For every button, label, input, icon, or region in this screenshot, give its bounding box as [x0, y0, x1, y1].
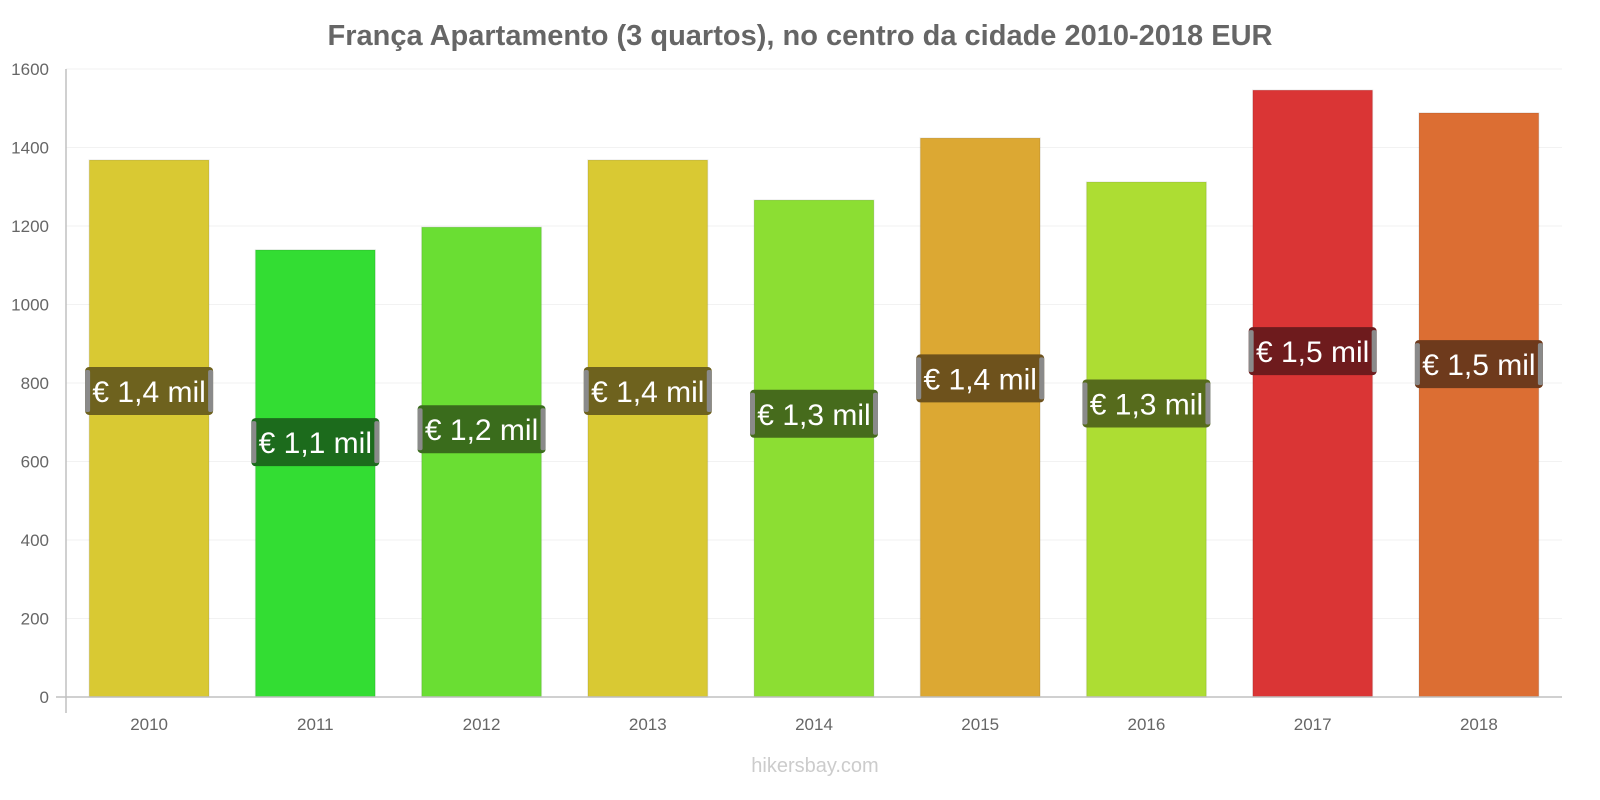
data-label-edge — [85, 369, 91, 412]
x-tick-label: 2013 — [629, 715, 667, 734]
data-label: € 1,2 mil — [425, 414, 538, 447]
data-label: € 1,3 mil — [1090, 388, 1203, 421]
chart-title: França Apartamento (3 quartos), no centr… — [328, 20, 1273, 52]
data-label: € 1,3 mil — [757, 399, 870, 432]
x-tick-label: 2018 — [1460, 715, 1498, 734]
data-label-edge — [1414, 343, 1420, 386]
data-label-edge — [1082, 382, 1088, 425]
data-label-edge — [583, 369, 589, 412]
x-tick-label: 2017 — [1294, 715, 1332, 734]
data-label-edge — [208, 369, 214, 412]
data-label-bg — [1414, 340, 1543, 389]
y-tick-label: 1200 — [11, 217, 49, 236]
y-tick-label: 1600 — [11, 60, 49, 79]
data-label-edge — [873, 392, 878, 435]
y-tick-label: 0 — [40, 688, 49, 707]
data-label-edge — [540, 408, 546, 451]
data-label-bg — [750, 389, 878, 438]
bar-2017 — [1252, 89, 1374, 698]
data-label-bg — [417, 405, 546, 454]
y-tick-label: 1000 — [11, 296, 49, 315]
x-tick-label: 2014 — [795, 715, 833, 734]
bars — [88, 89, 1540, 698]
bar-2011 — [254, 249, 376, 698]
data-label: € 1,4 mil — [92, 376, 205, 409]
watermark: hikersbay.com — [751, 755, 878, 777]
data-label: € 1,4 mil — [591, 376, 704, 409]
data-label-edge — [417, 408, 423, 451]
data-label: € 1,1 mil — [259, 427, 372, 460]
y-tick-label: 800 — [21, 374, 49, 393]
x-tick-label: 2010 — [130, 715, 168, 734]
data-label-edge — [251, 421, 257, 464]
data-label: € 1,5 mil — [1422, 349, 1535, 382]
data-label-edge — [1039, 357, 1045, 400]
y-axis-ticks: 0 200 400 600 800 1000 1200 1400 1600 — [11, 60, 49, 707]
data-label: € 1,5 mil — [1256, 336, 1369, 369]
bar-2018 — [1418, 112, 1540, 698]
y-tick-label: 600 — [21, 453, 49, 472]
data-label-bg — [583, 366, 712, 415]
data-label-edge — [750, 392, 755, 435]
data-label-edge — [1205, 382, 1211, 425]
data-labels: € 1,4 mil € 1,1 mil € 1,2 mil € 1,4 mil € 1,… — [85, 327, 1543, 467]
bar-2016 — [1085, 181, 1208, 698]
data-label-edge — [1537, 343, 1543, 386]
bar-2012 — [420, 226, 543, 698]
y-tick-label: 200 — [21, 610, 49, 629]
x-tick-label: 2012 — [463, 715, 501, 734]
data-label-edge — [1248, 330, 1254, 373]
x-tick-label: 2011 — [297, 715, 334, 734]
data-label: € 1,4 mil — [924, 363, 1037, 396]
data-label-edge — [706, 369, 712, 412]
data-label-bg — [1248, 327, 1377, 376]
bar-2014 — [753, 199, 875, 698]
y-tick-label: 1400 — [11, 139, 49, 158]
data-label-bg — [916, 354, 1045, 403]
data-label-bg — [85, 366, 214, 415]
x-tick-label: 2016 — [1128, 715, 1166, 734]
bar-2015 — [919, 137, 1041, 698]
data-label-bg — [251, 418, 380, 467]
data-label-bg — [1082, 379, 1211, 428]
x-axis-ticks: 2010 2011 2012 2013 2014 2015 2016 2017 2018 — [130, 715, 1498, 734]
data-label-edge — [1371, 330, 1377, 373]
bar-2010 — [88, 159, 210, 698]
y-tick-label: 400 — [21, 531, 49, 550]
x-tick-label: 2015 — [961, 715, 999, 734]
data-label-edge — [374, 421, 380, 464]
axes — [56, 69, 1562, 713]
bar-2013 — [587, 159, 709, 698]
data-label-edge — [916, 357, 922, 400]
